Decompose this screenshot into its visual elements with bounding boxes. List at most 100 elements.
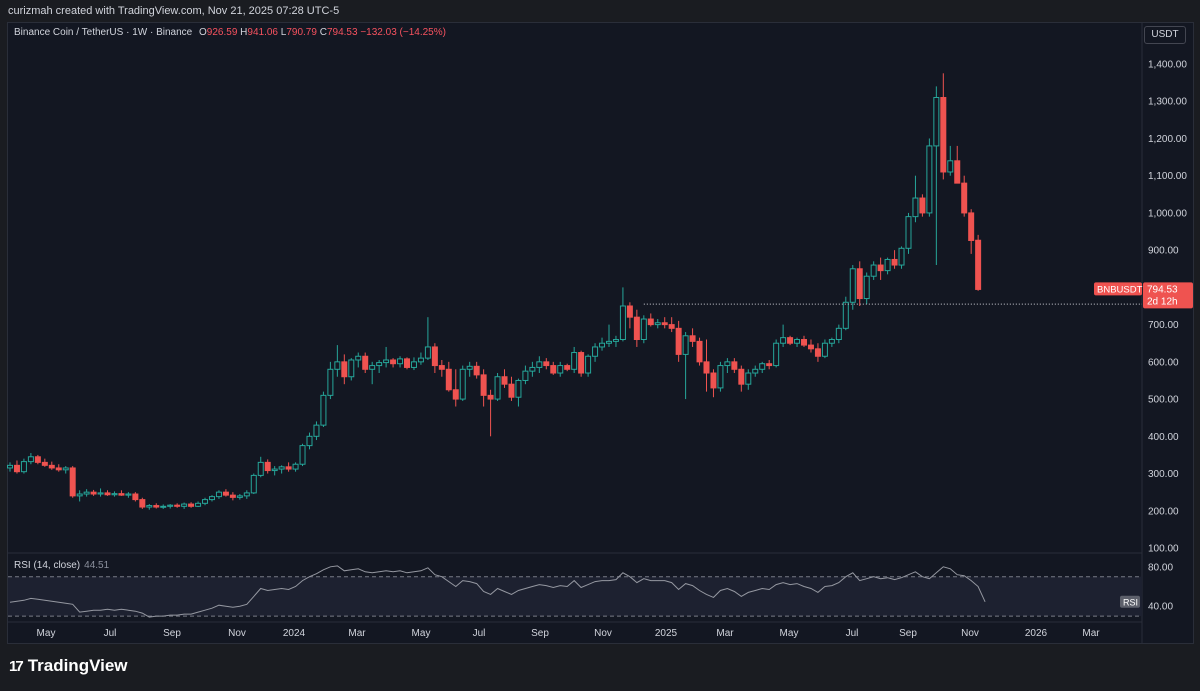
candle-up: [271, 468, 278, 472]
price-axis-label: 300.00: [1148, 469, 1179, 480]
candle-up: [494, 376, 501, 400]
candle-up: [724, 361, 731, 367]
candle-up: [7, 464, 13, 469]
candle-down: [55, 467, 62, 471]
time-axis-label: Sep: [899, 628, 917, 639]
symbol-legend[interactable]: Binance Coin / TetherUS · 1W · Binance O…: [14, 27, 446, 38]
candle-up: [849, 268, 856, 303]
time-axis-label: Jul: [846, 628, 859, 639]
candle-up: [383, 359, 390, 364]
rsi-title: RSI (14, close): [14, 560, 81, 571]
candle-down: [34, 456, 41, 463]
candle-up: [926, 145, 933, 214]
time-axis-label: Jul: [473, 628, 486, 639]
price-axis-label: 900.00: [1148, 246, 1179, 257]
candle-up: [292, 463, 299, 470]
candle-up: [536, 361, 543, 368]
low-label: L: [280, 27, 287, 38]
price-axis-label: 1,300.00: [1148, 97, 1187, 108]
time-axis-label: Nov: [594, 628, 612, 639]
candle-down: [647, 318, 654, 326]
candle-up: [682, 335, 689, 355]
price-axis-label: 1,100.00: [1148, 171, 1187, 182]
candle-down: [696, 340, 703, 363]
candle-up: [243, 492, 250, 497]
candle-down: [104, 492, 111, 496]
candle-up: [640, 318, 647, 341]
candle-down: [578, 352, 585, 374]
change-value: −132.03 (−14.25%): [360, 27, 446, 38]
candle-down: [801, 339, 808, 346]
rsi-tag: [1120, 595, 1140, 608]
candle-up: [612, 339, 619, 342]
candle-up: [835, 327, 842, 341]
candle-down: [508, 383, 515, 398]
candle-up: [870, 264, 877, 277]
symbol-tag: [1094, 282, 1142, 296]
candle-down: [69, 467, 76, 497]
candle-down: [132, 493, 139, 501]
candle-down: [48, 464, 55, 469]
candle-up: [327, 368, 334, 396]
candle-up: [355, 355, 362, 361]
price-axis-label: 100.00: [1148, 544, 1179, 555]
candle-down: [285, 466, 292, 470]
candle-down: [118, 493, 125, 496]
candle-up: [619, 305, 626, 341]
candle-up: [397, 358, 404, 365]
candle-down: [480, 374, 487, 396]
candle-up: [181, 503, 188, 507]
chart-frame[interactable]: [7, 22, 1194, 644]
price-axis-label: 700.00: [1148, 320, 1179, 331]
candle-up: [759, 363, 766, 370]
candle-down: [229, 494, 236, 498]
candle-down: [766, 363, 773, 367]
price-axis-label: 200.00: [1148, 506, 1179, 517]
candle-up: [417, 357, 424, 363]
candle-up: [884, 258, 891, 272]
price-axis-label: 1,200.00: [1148, 134, 1187, 145]
candle-down: [473, 365, 480, 376]
candle-down: [689, 335, 696, 342]
candle-up: [592, 346, 599, 357]
candle-down: [626, 305, 633, 318]
candle-up: [424, 346, 431, 359]
candle-down: [264, 461, 271, 472]
candle-up: [97, 492, 104, 495]
candle-down: [919, 197, 926, 214]
rsi-legend[interactable]: RSI (14, close) 44.51: [14, 560, 109, 571]
candle-down: [940, 97, 947, 173]
candle-down: [362, 355, 369, 370]
open-value: 926.59: [206, 27, 238, 38]
time-axis-label: May: [412, 628, 431, 639]
candle-up: [125, 493, 132, 496]
attribution-bar: curizmah created with TradingView.com, N…: [0, 0, 1200, 22]
candle-up: [202, 499, 209, 504]
candle-up: [780, 337, 787, 344]
rsi-axis-label: 80.00: [1148, 562, 1173, 573]
candle-up: [912, 197, 919, 218]
candle-up: [299, 445, 306, 465]
candle-up: [236, 495, 243, 498]
price-tag: [1143, 282, 1193, 309]
candle-up: [898, 247, 905, 266]
tradingview-logo[interactable]: 17 TradingView: [9, 656, 128, 676]
candle-up: [257, 461, 264, 476]
candle-up: [278, 466, 285, 470]
candle-down: [438, 365, 445, 370]
candle-up: [320, 394, 327, 426]
candle-up: [215, 491, 222, 498]
currency-button[interactable]: USDT: [1144, 26, 1186, 44]
rsi-pane: 80.00 40.00 RSI: [8, 562, 1173, 618]
candle-up: [466, 365, 473, 370]
candle-down: [487, 394, 494, 400]
high-value: 941.06: [247, 27, 278, 38]
candle-up: [146, 505, 153, 508]
candle-down: [675, 327, 682, 355]
candle-down: [188, 503, 195, 507]
candle-down: [222, 491, 229, 496]
candle-up: [208, 496, 215, 501]
candle-up: [195, 502, 202, 507]
